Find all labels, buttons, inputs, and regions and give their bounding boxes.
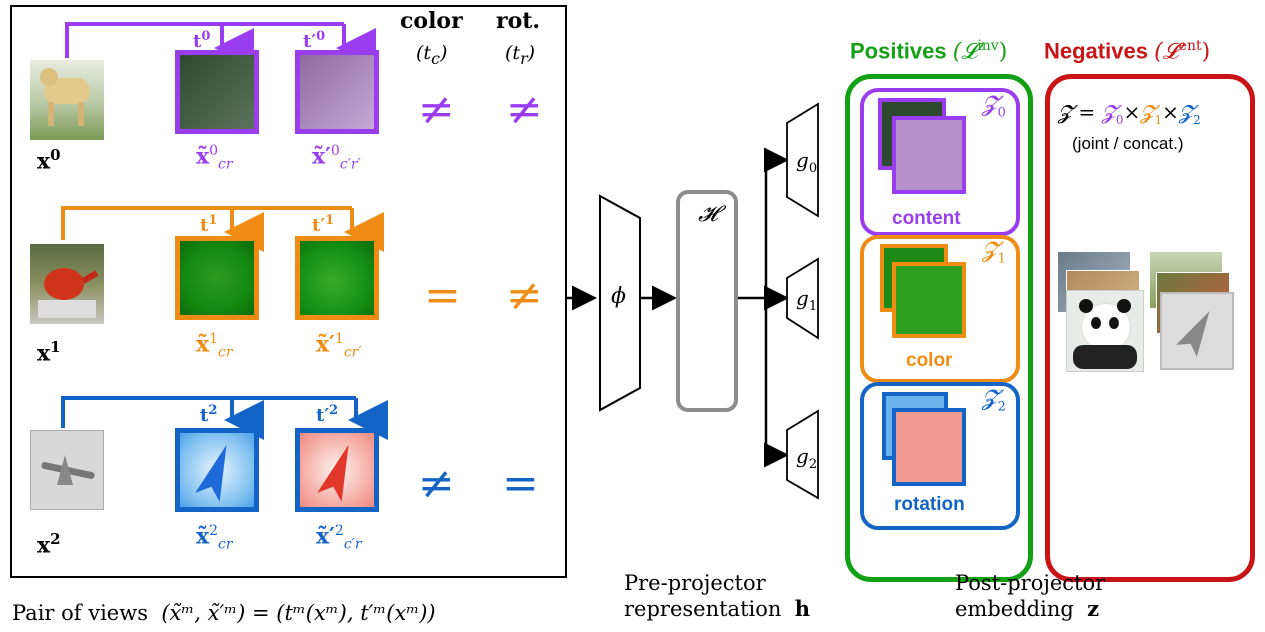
views-panel [10, 5, 567, 578]
view-label-1-a: x̃1cr [196, 331, 233, 361]
rot-header-sub: (tr) [505, 42, 536, 68]
color-header-sub: (tc) [416, 42, 448, 68]
view-1-a [175, 236, 259, 320]
negatives-box [1045, 74, 1255, 582]
negatives-title: Negatives (𝓛ent) [1044, 38, 1211, 65]
rot-relation-0: ≠ [506, 84, 543, 135]
encoder-label: ϕ [611, 284, 626, 309]
rot-header: rot. [496, 8, 541, 34]
projector-g2-shape [786, 409, 819, 500]
negative-image-jet [1160, 292, 1234, 370]
input-label-2: x2 [37, 530, 61, 559]
rotation-thumb-front [892, 408, 966, 486]
rot-relation-1: ≠ [506, 270, 543, 321]
content-thumb-front [892, 116, 966, 194]
input-label-0: x0 [37, 146, 61, 175]
view-0-b [295, 50, 379, 134]
color-space-box [860, 235, 1020, 383]
rotation-space-box [860, 382, 1020, 530]
encoder-shape [599, 194, 641, 412]
z0-symbol: 𝓩0 [982, 92, 1006, 121]
positives-title: Positives (𝓛inv) [850, 38, 1008, 65]
transform-prime-label-2: t′2 [316, 403, 339, 426]
view-label-1-b: x̃′1cr′ [316, 331, 362, 361]
joint-formula: 𝓩 = 𝓩0×𝓩1×𝓩2 [1058, 100, 1201, 127]
jet-image [30, 430, 104, 510]
view-label-0-a: x̃0cr [196, 143, 233, 173]
projector-g0-label: g0 [796, 148, 818, 176]
rot-relation-2: = [502, 458, 539, 509]
positives-box [845, 74, 1033, 582]
transform-prime-label-1: t′1 [312, 213, 335, 236]
joint-note: (joint / concat.) [1072, 134, 1184, 153]
representation-label: 𝓗 [698, 202, 718, 227]
transform-label-2: t2 [200, 403, 218, 426]
content-label: content [892, 208, 961, 229]
transform-label-0: t0 [193, 29, 211, 52]
rotation-label: rotation [894, 494, 965, 515]
post-projector-caption: Post-projector embedding z [955, 571, 1106, 621]
color-label: color [906, 350, 953, 371]
projector-g1-label: g1 [796, 286, 818, 314]
panda-image [1066, 290, 1144, 372]
color-thumb-front [892, 262, 966, 338]
projector-g0-shape [786, 102, 819, 218]
color-relation-2: ≠ [418, 458, 455, 509]
z1-symbol: 𝓩1 [982, 238, 1006, 267]
color-relation-0: ≠ [418, 84, 455, 135]
view-2-a [175, 428, 259, 512]
view-0-a [175, 50, 259, 134]
input-label-1: x1 [37, 338, 61, 367]
representation-box [676, 190, 738, 412]
pre-projector-caption: Pre-projector representation h [624, 571, 811, 621]
projector-g2-label: g2 [796, 444, 818, 472]
view-1-b [295, 236, 379, 320]
view-2-b [295, 428, 379, 512]
transform-label-1: t1 [200, 213, 218, 236]
teapot-image [30, 244, 104, 324]
view-label-2-b: x̃′2c′r [316, 523, 362, 553]
transform-prime-label-0: t′0 [303, 29, 326, 52]
view-label-0-b: x̃′0c′r′ [312, 143, 361, 173]
dog-image [30, 60, 104, 140]
z2-symbol: 𝓩2 [982, 386, 1006, 415]
color-relation-1: = [424, 270, 461, 321]
pairs-caption: Pair of views (x̃ᵐ, x̃′ᵐ) = (tᵐ(xᵐ), t′ᵐ… [12, 601, 436, 625]
view-label-2-a: x̃2cr [196, 523, 233, 553]
color-header: color [400, 8, 463, 34]
content-space-box [860, 88, 1020, 236]
projector-g1-shape [786, 257, 819, 340]
